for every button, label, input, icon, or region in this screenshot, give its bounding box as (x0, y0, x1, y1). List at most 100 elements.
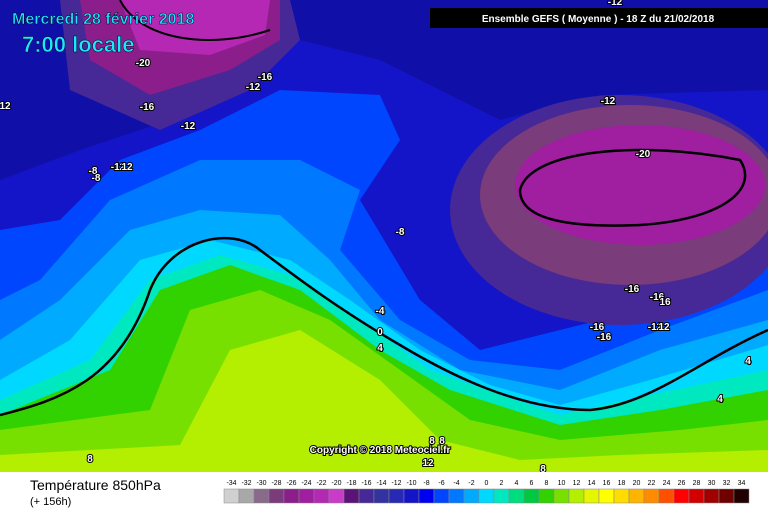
scale-swatch (403, 488, 420, 504)
contour-label: -16 (258, 72, 273, 83)
model-info: Ensemble GEFS ( Moyenne ) - 18 Z du 21/0… (482, 14, 715, 25)
scale-swatch (568, 488, 585, 504)
scale-label: 14 (588, 480, 596, 487)
scale-swatch (628, 488, 645, 504)
scale-label: 8 (545, 480, 549, 487)
contour-label: 12 (0, 101, 11, 112)
scale-swatch (448, 488, 465, 504)
scale-label: 2 (500, 480, 504, 487)
scale-swatch (523, 488, 540, 504)
variable: Température 850hPa (30, 477, 161, 493)
scale-swatch (358, 488, 375, 504)
scale-label: 0 (485, 480, 489, 487)
contour-label: 12 (658, 322, 670, 333)
scale-swatch (238, 488, 255, 504)
contour-label: -16 (140, 102, 155, 113)
contour-label: 4 (377, 343, 383, 354)
scale-label: -6 (438, 480, 444, 487)
contour-label: 4 (745, 356, 751, 367)
scale-label: -4 (453, 480, 459, 487)
contour-label: 8 (429, 436, 435, 447)
scale-label: 16 (603, 480, 611, 487)
scale-swatch (253, 488, 270, 504)
contour-label: 12 (121, 162, 133, 173)
scale-swatch (283, 488, 300, 504)
scale-swatch (673, 488, 690, 504)
scale-swatch (463, 488, 480, 504)
scale-swatch (328, 488, 345, 504)
contour-label: 12 (422, 458, 434, 469)
contour-label: -12 (246, 82, 261, 93)
scale-swatch (268, 488, 285, 504)
scale-label: -32 (241, 480, 251, 487)
scale-swatch (223, 488, 240, 504)
scale-swatch (658, 488, 675, 504)
scale-swatch (583, 488, 600, 504)
time: 7:00 locale (22, 32, 135, 57)
contour-label: 8 (87, 454, 93, 465)
scale-label: 32 (723, 480, 731, 487)
scale-label: -24 (301, 480, 311, 487)
scale-label: 12 (573, 480, 581, 487)
contour-label: -16 (650, 292, 665, 303)
scale-label: 34 (738, 480, 746, 487)
contour-label: 16 (659, 297, 671, 308)
contour-label: -20 (136, 58, 151, 69)
scale-label: 30 (708, 480, 716, 487)
contour-label: -4 (376, 306, 385, 317)
scale-label: 6 (530, 480, 534, 487)
scale-swatch (493, 488, 510, 504)
scale-label: 4 (515, 480, 519, 487)
scale-label: -16 (361, 480, 371, 487)
scale-swatch (508, 488, 525, 504)
scale-swatch (298, 488, 315, 504)
scale-label: -12 (391, 480, 401, 487)
scale-swatch (388, 488, 405, 504)
contour-label: -12 (601, 96, 616, 107)
lead-time: (+ 156h) (30, 496, 71, 508)
scale-label: -34 (226, 480, 236, 487)
scale-swatch (733, 488, 750, 504)
contour-label: -12 (181, 121, 196, 132)
contour-label: -16 (590, 322, 605, 333)
scale-swatch (613, 488, 630, 504)
scale-label: -26 (286, 480, 296, 487)
scale-swatch (418, 488, 435, 504)
scale-label: -8 (423, 480, 429, 487)
scale-label: 24 (663, 480, 671, 487)
scale-label: 22 (648, 480, 656, 487)
scale-label: -2 (468, 480, 474, 487)
scale-label: 28 (693, 480, 701, 487)
contour-label: -12 (648, 322, 663, 333)
contour-label: -8 (89, 166, 98, 177)
scale-label: -18 (346, 480, 356, 487)
scale-label: -20 (331, 480, 341, 487)
contour-label: -20 (636, 149, 651, 160)
copyright: Copyright © 2018 Meteociel.fr (310, 445, 451, 456)
date: Mercredi 28 février 2018 (12, 11, 194, 28)
contour-label: -16 (597, 332, 612, 343)
scale-label: 26 (678, 480, 686, 487)
contour-label: -12 (608, 0, 623, 8)
scale-swatch (343, 488, 360, 504)
scale-label: 10 (558, 480, 566, 487)
scale-swatch (478, 488, 495, 504)
scale-swatch (688, 488, 705, 504)
color-scale: -34 -32 -30 -28 -26 -24 -22 -20 -18 -16 -14 -12 -10-… (223, 480, 750, 504)
scale-label: -14 (376, 480, 386, 487)
contour-label: -16 (625, 284, 640, 295)
contour-label: -8 (92, 173, 101, 184)
scale-swatch (598, 488, 615, 504)
contour-label: 0 (377, 327, 383, 338)
scale-swatch (373, 488, 390, 504)
header-box (430, 8, 768, 28)
contour-label: 8 (540, 464, 546, 475)
contour-label: 8 (439, 436, 445, 447)
scale-label: -22 (316, 480, 326, 487)
contour-label: -12 (111, 162, 126, 173)
contour-label: -8 (396, 227, 405, 238)
scale-swatch (718, 488, 735, 504)
scale-swatch (643, 488, 660, 504)
